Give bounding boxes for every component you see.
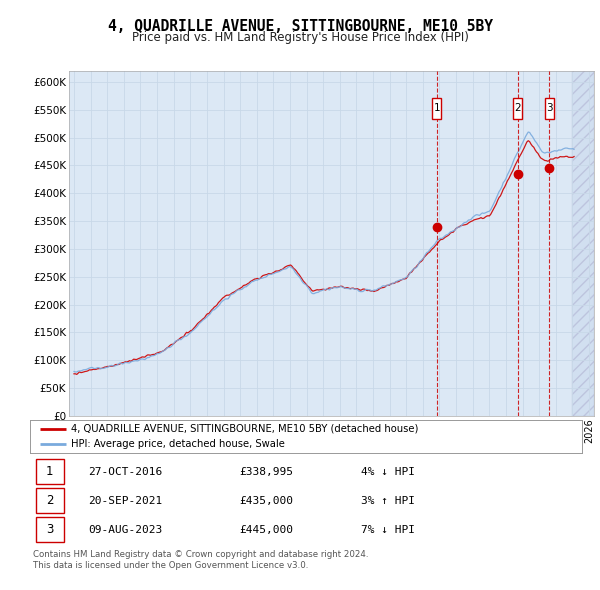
FancyBboxPatch shape (545, 97, 554, 119)
Text: 4, QUADRILLE AVENUE, SITTINGBOURNE, ME10 5BY: 4, QUADRILLE AVENUE, SITTINGBOURNE, ME10… (107, 19, 493, 34)
Text: Price paid vs. HM Land Registry's House Price Index (HPI): Price paid vs. HM Land Registry's House … (131, 31, 469, 44)
Bar (572, 71, 594, 416)
Text: 4% ↓ HPI: 4% ↓ HPI (361, 467, 415, 477)
FancyBboxPatch shape (432, 97, 441, 119)
Text: 1: 1 (46, 466, 53, 478)
Text: 2: 2 (46, 494, 53, 507)
Text: 20-SEP-2021: 20-SEP-2021 (88, 496, 162, 506)
Text: £338,995: £338,995 (240, 467, 294, 477)
FancyBboxPatch shape (514, 97, 523, 119)
Text: 3: 3 (46, 523, 53, 536)
Text: 1: 1 (433, 103, 440, 113)
Text: 2: 2 (515, 103, 521, 113)
Text: HPI: Average price, detached house, Swale: HPI: Average price, detached house, Swal… (71, 439, 285, 449)
Text: £435,000: £435,000 (240, 496, 294, 506)
FancyBboxPatch shape (35, 488, 64, 513)
Text: 7% ↓ HPI: 7% ↓ HPI (361, 525, 415, 535)
FancyBboxPatch shape (35, 459, 64, 484)
FancyBboxPatch shape (35, 517, 64, 542)
Text: 4, QUADRILLE AVENUE, SITTINGBOURNE, ME10 5BY (detached house): 4, QUADRILLE AVENUE, SITTINGBOURNE, ME10… (71, 424, 419, 434)
Text: This data is licensed under the Open Government Licence v3.0.: This data is licensed under the Open Gov… (33, 560, 308, 569)
Text: Contains HM Land Registry data © Crown copyright and database right 2024.: Contains HM Land Registry data © Crown c… (33, 550, 368, 559)
Text: 09-AUG-2023: 09-AUG-2023 (88, 525, 162, 535)
Text: 27-OCT-2016: 27-OCT-2016 (88, 467, 162, 477)
Text: 3: 3 (546, 103, 553, 113)
Text: £445,000: £445,000 (240, 525, 294, 535)
Text: 3% ↑ HPI: 3% ↑ HPI (361, 496, 415, 506)
